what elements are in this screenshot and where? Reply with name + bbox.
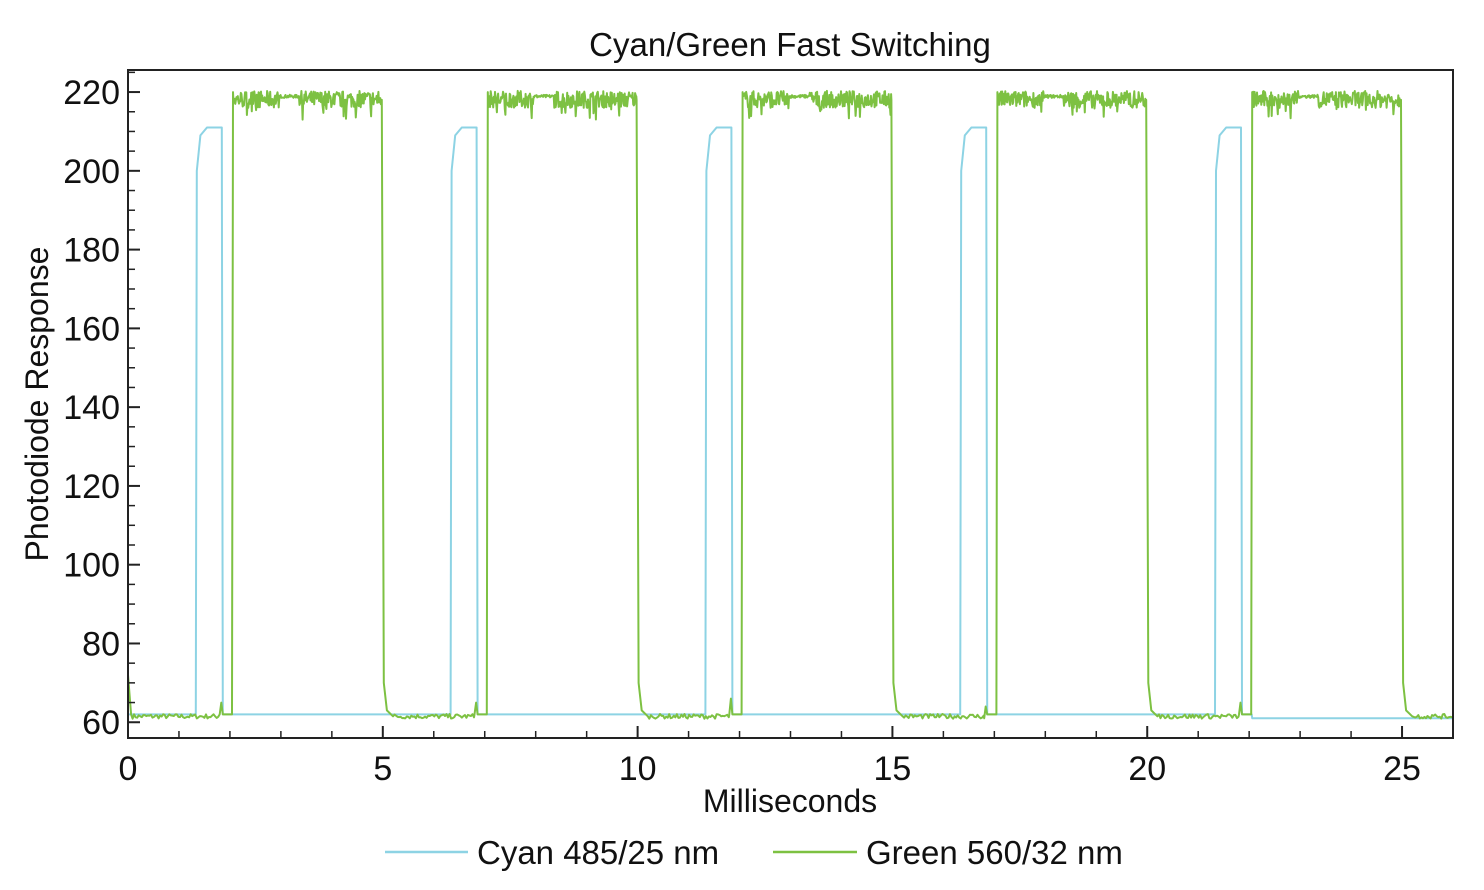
ticks-layer: 0 5 10 15 20 25 60 80 100 120 140 160 180 200 220 <box>63 71 1421 788</box>
x-tick-label: 15 <box>874 750 912 788</box>
chart-title: Cyan/Green Fast Switching <box>589 26 991 63</box>
x-axis-label: Milliseconds <box>703 783 877 819</box>
y-tick-label: 180 <box>63 232 120 270</box>
y-tick-label: 160 <box>63 310 120 348</box>
y-axis-label: Photodiode Response <box>19 247 55 562</box>
series-layer <box>127 89 1454 720</box>
legend-label-green: Green 560/32 nm <box>866 834 1123 871</box>
series-line-cyan <box>128 126 1453 720</box>
y-tick-label: 140 <box>63 389 120 427</box>
plot-frame <box>127 69 1454 739</box>
x-tick-label: 25 <box>1383 750 1421 788</box>
y-tick-label: 60 <box>82 704 120 742</box>
x-tick-label: 20 <box>1128 750 1166 788</box>
y-tick-label: 220 <box>63 74 120 112</box>
legend: Cyan 485/25 nm Green 560/32 nm <box>385 834 1123 871</box>
y-tick-label: 120 <box>63 468 120 506</box>
y-tick-label: 100 <box>63 547 120 585</box>
x-tick-label: 10 <box>619 750 657 788</box>
legend-label-cyan: Cyan 485/25 nm <box>477 834 719 871</box>
x-tick-label: 5 <box>373 750 392 788</box>
x-tick-label: 0 <box>119 750 138 788</box>
y-tick-label: 200 <box>63 153 120 191</box>
y-tick-label: 80 <box>82 625 120 663</box>
series-line-green <box>127 89 1454 720</box>
